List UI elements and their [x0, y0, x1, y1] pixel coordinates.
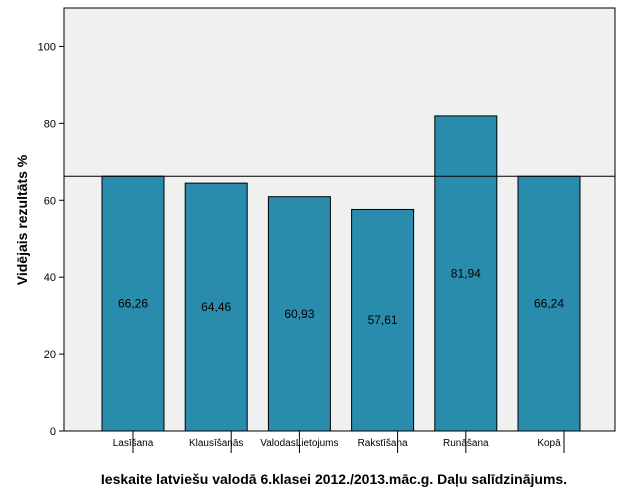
- y-tick-label: 100: [38, 41, 56, 53]
- x-axis-title: Ieskaite latviešu valodā 6.klasei 2012./…: [101, 471, 567, 487]
- bar: [517, 175, 581, 432]
- x-tick-label: Klausīšanās: [189, 438, 243, 449]
- y-axis-title: Vidējais rezultāts %: [14, 154, 30, 285]
- y-tick-label: 40: [44, 272, 56, 284]
- x-tick-label: Lasīšana: [113, 438, 154, 449]
- y-tick-label: 80: [44, 118, 56, 130]
- x-tick-label: Runāšana: [443, 438, 489, 449]
- data-label: 57,61: [368, 313, 398, 327]
- bar: [351, 208, 415, 432]
- y-tick-label: 0: [50, 426, 56, 438]
- bar: [434, 115, 498, 432]
- bar: [184, 182, 248, 432]
- x-tick-label: Rakstīšana: [358, 438, 408, 449]
- data-label: 64,46: [201, 300, 231, 314]
- x-axis: Lasīšana Klausīšanās ValodasLietojums Rakst…: [113, 431, 565, 453]
- data-label: 60,93: [284, 307, 314, 321]
- bar: [101, 175, 165, 432]
- bar: [267, 196, 331, 432]
- x-tick-label: ValodasLietojums: [260, 438, 338, 449]
- data-label: 66,24: [534, 297, 564, 311]
- x-tick-label: Kopā: [537, 438, 561, 449]
- data-label: 66,26: [118, 297, 148, 311]
- y-tick-label: 60: [44, 195, 56, 207]
- data-label: 81,94: [451, 266, 481, 280]
- y-tick-label: 20: [44, 349, 56, 361]
- y-axis: 0 20 40 60 80 100: [38, 41, 64, 438]
- bars-group: 66,26 64,46 60,93 57,61 81,94 66,24: [101, 115, 581, 432]
